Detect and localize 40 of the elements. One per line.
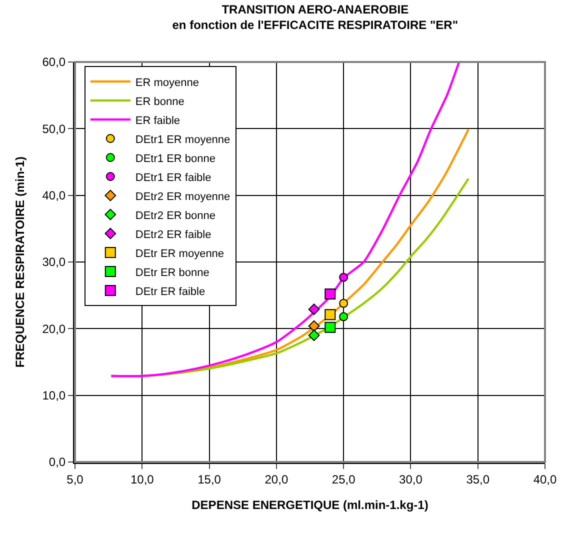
line-series	[110, 62, 460, 378]
point	[324, 322, 336, 333]
legend-label: DEtr1 ER faible	[135, 172, 212, 184]
y-tick-label: 30,0	[42, 255, 66, 270]
legend-label: DEtr1 ER moyenne	[135, 134, 230, 146]
legend-label: DEtr2 ER faible	[135, 228, 212, 241]
legend-label: ER bonne	[135, 96, 184, 108]
legend-label: DEtr ER moyenne	[135, 248, 224, 260]
point	[339, 272, 348, 282]
y-axis-title: FREQUENCE RESPIRATOIRE (min-1)	[13, 156, 28, 368]
chart-title: TRANSITION AERO-ANAEROBIE en fonction de l'EFFICACITE RESPIRATOIRE "ER"	[172, 2, 458, 32]
y-tick-label: 60,0	[42, 55, 66, 70]
y-tick-label: 50,0	[42, 122, 66, 136]
x-tick-label: 15,0	[198, 472, 222, 486]
legend-label: DEtr2 ER bonne	[135, 210, 216, 222]
x-axis-title: DEPENSE ENERGETIQUE (ml.min-1.kg-1)	[192, 498, 428, 512]
point	[308, 304, 320, 316]
point	[324, 288, 336, 300]
x-tick-label: 5,0	[66, 472, 84, 486]
legend-label: ER moyenne	[135, 76, 199, 89]
x-tick-label: 35,0	[466, 472, 490, 486]
point	[324, 309, 336, 320]
legend-label: DEtr ER bonne	[135, 266, 210, 279]
y-tick-label: 10,0	[42, 388, 66, 403]
point	[339, 312, 348, 322]
x-tick-label: 25,0	[332, 472, 356, 486]
point	[308, 330, 320, 342]
y-tick-label: 40,0	[42, 188, 66, 203]
point	[308, 320, 320, 332]
x-tick-label: 40,0	[533, 472, 557, 486]
legend-label: DEtr ER faible	[135, 286, 206, 298]
x-tick-label: 10,0	[130, 472, 154, 486]
y-tick-label: 0,0	[48, 455, 66, 470]
y-tick-label: 20,0	[42, 322, 66, 336]
x-tick-label: 20,0	[264, 472, 288, 486]
legend-label: DEtr2 ER moyenne	[135, 190, 230, 203]
legend-label: ER faible	[135, 114, 180, 127]
x-tick-label: 30,0	[399, 472, 423, 486]
point	[339, 298, 348, 308]
legend-label: DEtr1 ER bonne	[135, 152, 216, 165]
